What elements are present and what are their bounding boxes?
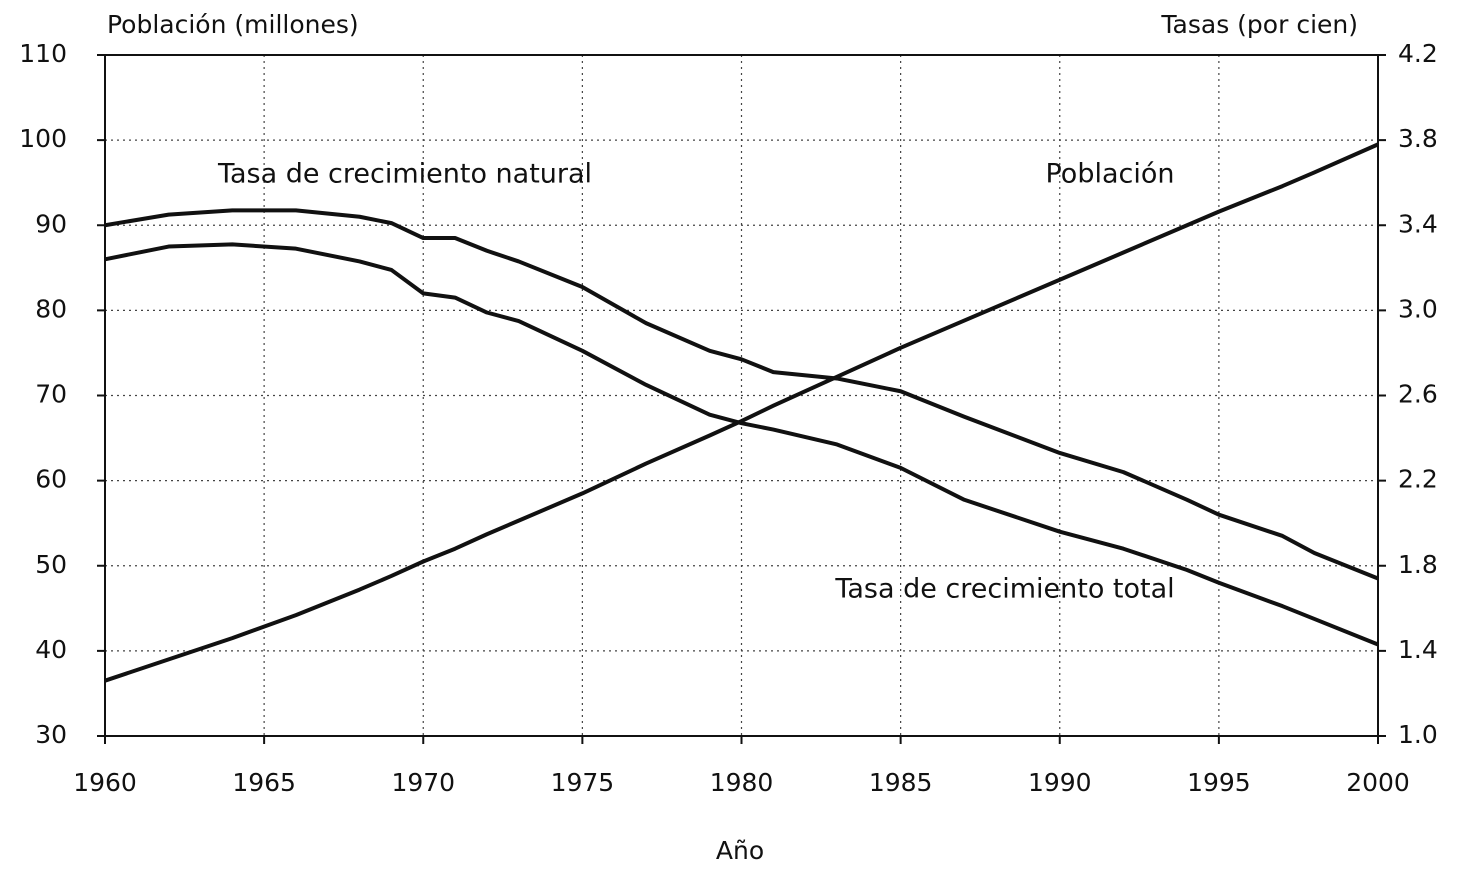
series-line [104,142,1379,683]
x-tick-label: 1985 [869,768,933,797]
x-tick-label: 1995 [1187,768,1251,797]
y2-tick-label: 3.8 [1398,124,1438,153]
plot-frame [104,54,1379,737]
y-axis-label: Población (millones) [107,10,359,39]
y-tick-label: 40 [35,635,67,664]
y-tick-label: 100 [19,124,67,153]
y-tick-label: 60 [35,465,67,494]
y2-tick-label: 2.2 [1398,465,1438,494]
y2-tick-label: 1.8 [1398,550,1438,579]
series-label: Población [1045,159,1174,190]
x-tick-label: 1980 [710,768,774,797]
series-label: Tasa de crecimiento total [834,574,1174,605]
y-tick-label: 70 [35,380,67,409]
y2-tick-label: 2.6 [1398,380,1438,409]
series-line [104,208,1379,581]
y2-tick-label: 3.4 [1398,209,1438,238]
y-tick-label: 30 [35,720,67,749]
y2-tick-label: 4.2 [1398,39,1438,68]
y-tick-label: 80 [35,294,67,323]
x-axis-label: Año [716,836,764,865]
x-tick-label: 2000 [1346,768,1410,797]
x-tick-label: 1960 [73,768,137,797]
x-tick-label: 1975 [551,768,615,797]
y2-tick-label: 3.0 [1398,294,1438,323]
x-tick-label: 1990 [1028,768,1092,797]
x-tick-label: 1970 [391,768,455,797]
y-tick-label: 90 [35,209,67,238]
x-tick-label: 1965 [232,768,296,797]
series-label: Tasa de crecimiento natural [217,159,592,190]
y2-tick-label: 1.0 [1398,720,1438,749]
y2-axis-label: Tasas (por cien) [1160,10,1358,39]
y2-tick-label: 1.4 [1398,635,1438,664]
y-tick-label: 110 [19,39,67,68]
y-tick-label: 50 [35,550,67,579]
series-line [104,242,1379,647]
